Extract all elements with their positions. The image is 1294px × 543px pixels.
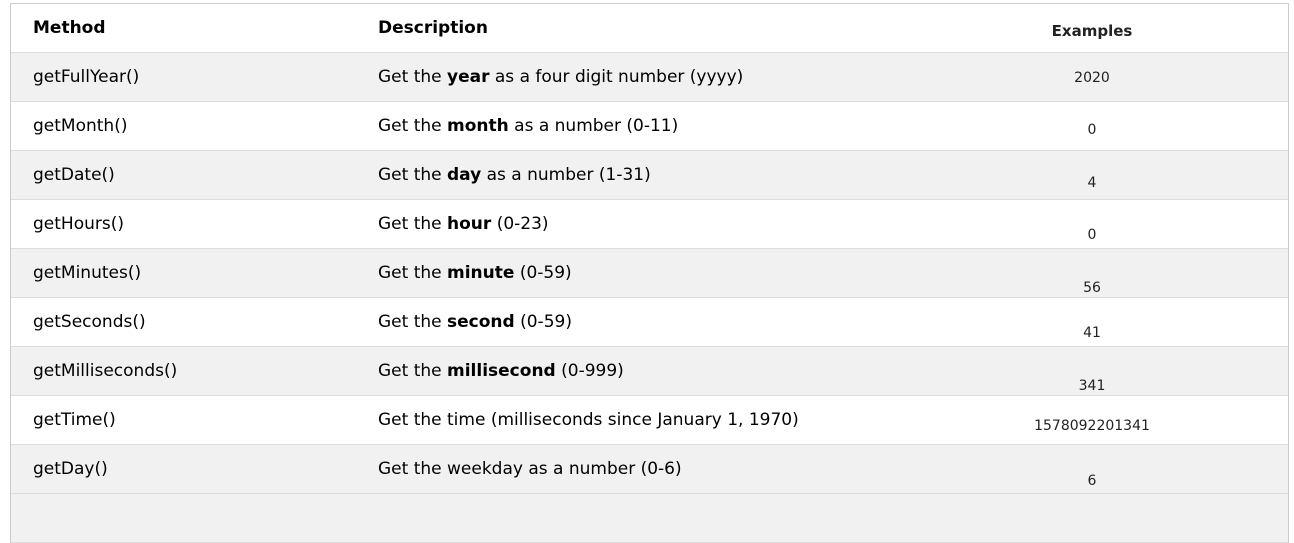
description-text: Get the weekday as a number (0-6) (378, 459, 682, 479)
description-text: Get the (378, 165, 448, 185)
description-text: Get the (378, 312, 448, 332)
method-description: Get the weekday as a number (0-6) (378, 459, 682, 479)
description-bold: month (447, 116, 509, 136)
table-row: getFullYear() Get the year as a four dig… (11, 53, 1288, 102)
header-method: Method (33, 18, 106, 38)
example-value: 41 (1083, 325, 1101, 341)
table-row: getDay() Get the weekday as a number (0-… (11, 445, 1288, 494)
method-name: getDate() (33, 165, 115, 185)
method-description: Get the second (0-59) (378, 312, 572, 332)
description-text: (0-999) (555, 361, 624, 381)
description-text: (0-23) (491, 214, 549, 234)
example-value: 56 (1083, 280, 1101, 296)
description-bold: second (447, 312, 515, 332)
method-name: getSeconds() (33, 312, 146, 332)
date-methods-table: Method Description Examples getFullYear(… (10, 3, 1289, 543)
example-value: 0 (1087, 122, 1097, 138)
method-name: getDay() (33, 459, 108, 479)
method-description: Get the month as a number (0-11) (378, 116, 678, 136)
description-text: Get the (378, 263, 448, 283)
description-text: Get the (378, 116, 448, 136)
description-text: (0-59) (514, 312, 572, 332)
table-row: getMonth() Get the month as a number (0-… (11, 102, 1288, 151)
description-bold: year (447, 67, 490, 87)
description-text: Get the time (milliseconds since January… (378, 410, 799, 430)
example-value: 0 (1087, 227, 1097, 243)
method-name: getHours() (33, 214, 124, 234)
example-value: 2020 (1074, 70, 1110, 86)
description-bold: millisecond (447, 361, 556, 381)
method-description: Get the millisecond (0-999) (378, 361, 624, 381)
method-description: Get the hour (0-23) (378, 214, 549, 234)
method-description: Get the minute (0-59) (378, 263, 572, 283)
description-bold: hour (447, 214, 492, 234)
method-description: Get the day as a number (1-31) (378, 165, 651, 185)
description-text: Get the (378, 214, 448, 234)
description-bold: minute (447, 263, 515, 283)
description-text: as a four digit number (yyyy) (489, 67, 744, 87)
table-row: getMilliseconds() Get the millisecond (0… (11, 347, 1288, 396)
method-name: getTime() (33, 410, 116, 430)
table-row: getMinutes() Get the minute (0-59) 56 (11, 249, 1288, 298)
table-row: getHours() Get the hour (0-23) 0 (11, 200, 1288, 249)
method-description: Get the time (milliseconds since January… (378, 410, 799, 430)
table-row-partial (11, 494, 1288, 543)
description-bold: day (447, 165, 482, 185)
method-description: Get the year as a four digit number (yyy… (378, 67, 743, 87)
example-value: 6 (1087, 473, 1097, 489)
table-header-row: Method Description Examples (11, 4, 1288, 53)
table-row: getTime() Get the time (milliseconds sin… (11, 396, 1288, 445)
header-examples: Examples (1051, 22, 1133, 40)
description-text: Get the (378, 361, 448, 381)
table-row: getDate() Get the day as a number (1-31)… (11, 151, 1288, 200)
method-name: getMinutes() (33, 263, 142, 283)
method-name: getMonth() (33, 116, 128, 136)
table-row: getSeconds() Get the second (0-59) 41 (11, 298, 1288, 347)
header-description: Description (378, 18, 488, 38)
example-value: 341 (1078, 378, 1106, 394)
description-text: as a number (1-31) (481, 165, 651, 185)
example-value: 1578092201341 (1034, 418, 1150, 434)
description-text: as a number (0-11) (508, 116, 679, 136)
example-value: 4 (1087, 175, 1097, 191)
description-text: Get the (378, 67, 448, 87)
method-name: getFullYear() (33, 67, 140, 87)
description-text: (0-59) (514, 263, 572, 283)
method-name: getMilliseconds() (33, 361, 178, 381)
